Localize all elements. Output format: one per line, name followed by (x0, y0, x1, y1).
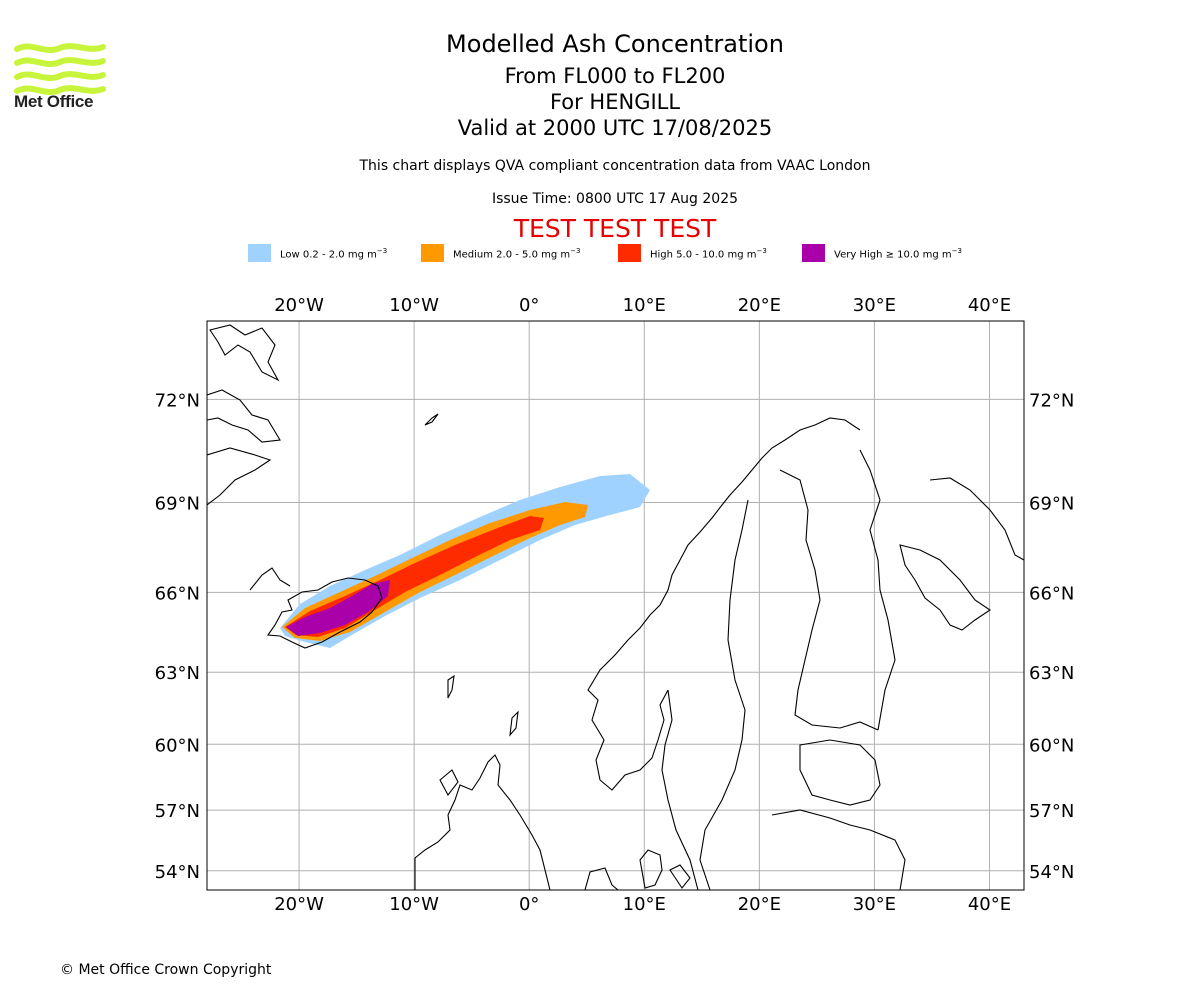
lat-tick-label-right: 66°N (1029, 583, 1074, 604)
lat-tick-label-left: 54°N (155, 862, 200, 883)
lon-tick-label-bottom: 20°E (738, 894, 781, 915)
lat-tick-label-left: 66°N (155, 583, 200, 604)
lat-tick-label-right: 54°N (1029, 862, 1074, 883)
lon-tick-label-top: 0° (519, 295, 539, 316)
lat-tick-label-right: 63°N (1029, 663, 1074, 684)
legend-swatch (248, 244, 271, 262)
lon-tick-label-bottom: 40°E (968, 894, 1011, 915)
lon-tick-label-top: 30°E (853, 295, 896, 316)
legend-swatch (802, 244, 825, 262)
legend-label: Very High ≥ 10.0 mg m (834, 249, 952, 261)
met-office-logo (14, 43, 106, 95)
lon-tick-label-top: 20°W (274, 295, 324, 316)
legend-label: Low 0.2 - 2.0 mg m (280, 249, 377, 261)
lon-tick-label-top: 10°E (623, 295, 666, 316)
lat-tick-label-right: 69°N (1029, 493, 1074, 514)
axis-labels: 20°W 20°W 10°W 10°W 0° 0° 10°E 10°E 20°E 20°E 30°E… (155, 295, 1075, 915)
test-banner: TEST TEST TEST (513, 214, 717, 243)
legend-label: Medium 2.0 - 5.0 mg m (453, 249, 571, 261)
lat-tick-label-right: 72°N (1029, 390, 1074, 411)
lon-tick-label-top: 40°E (968, 295, 1011, 316)
valid-time: Valid at 2000 UTC 17/08/2025 (457, 116, 773, 140)
lon-tick-label-bottom: 10°W (389, 894, 439, 915)
lat-tick-label-left: 72°N (155, 390, 200, 411)
lat-tick-label-right: 57°N (1029, 801, 1074, 822)
lon-tick-label-top: 20°E (738, 295, 781, 316)
lon-tick-label-bottom: 0° (519, 894, 539, 915)
chart-description: This chart displays QVA compliant concen… (359, 158, 871, 174)
lat-tick-label-left: 69°N (155, 493, 200, 514)
lat-tick-label-left: 60°N (155, 735, 200, 756)
lat-tick-label-right: 60°N (1029, 735, 1074, 756)
map-frame (206, 320, 1025, 891)
gridlines (207, 321, 1024, 890)
legend-swatch (421, 244, 444, 262)
logo-wordmark: Met Office (14, 92, 94, 111)
flight-levels: From FL000 to FL200 (504, 64, 726, 88)
issue-time: Issue Time: 0800 UTC 17 Aug 2025 (491, 191, 739, 207)
lon-tick-label-bottom: 20°W (274, 894, 324, 915)
coastlines (207, 324, 1024, 890)
lat-tick-label-left: 63°N (155, 663, 200, 684)
legend-label: High 5.0 - 10.0 mg m (650, 249, 757, 261)
copyright-notice: © Met Office Crown Copyright (60, 962, 272, 978)
chart-title: Modelled Ash Concentration (446, 30, 784, 58)
volcano-name: For HENGILL (549, 90, 681, 114)
lat-tick-label-left: 57°N (155, 801, 200, 822)
lon-tick-label-bottom: 10°E (623, 894, 666, 915)
lon-tick-label-bottom: 30°E (853, 894, 896, 915)
legend-swatch (618, 244, 641, 262)
lon-tick-label-top: 10°W (389, 295, 439, 316)
ash-very-high-region (286, 580, 390, 636)
